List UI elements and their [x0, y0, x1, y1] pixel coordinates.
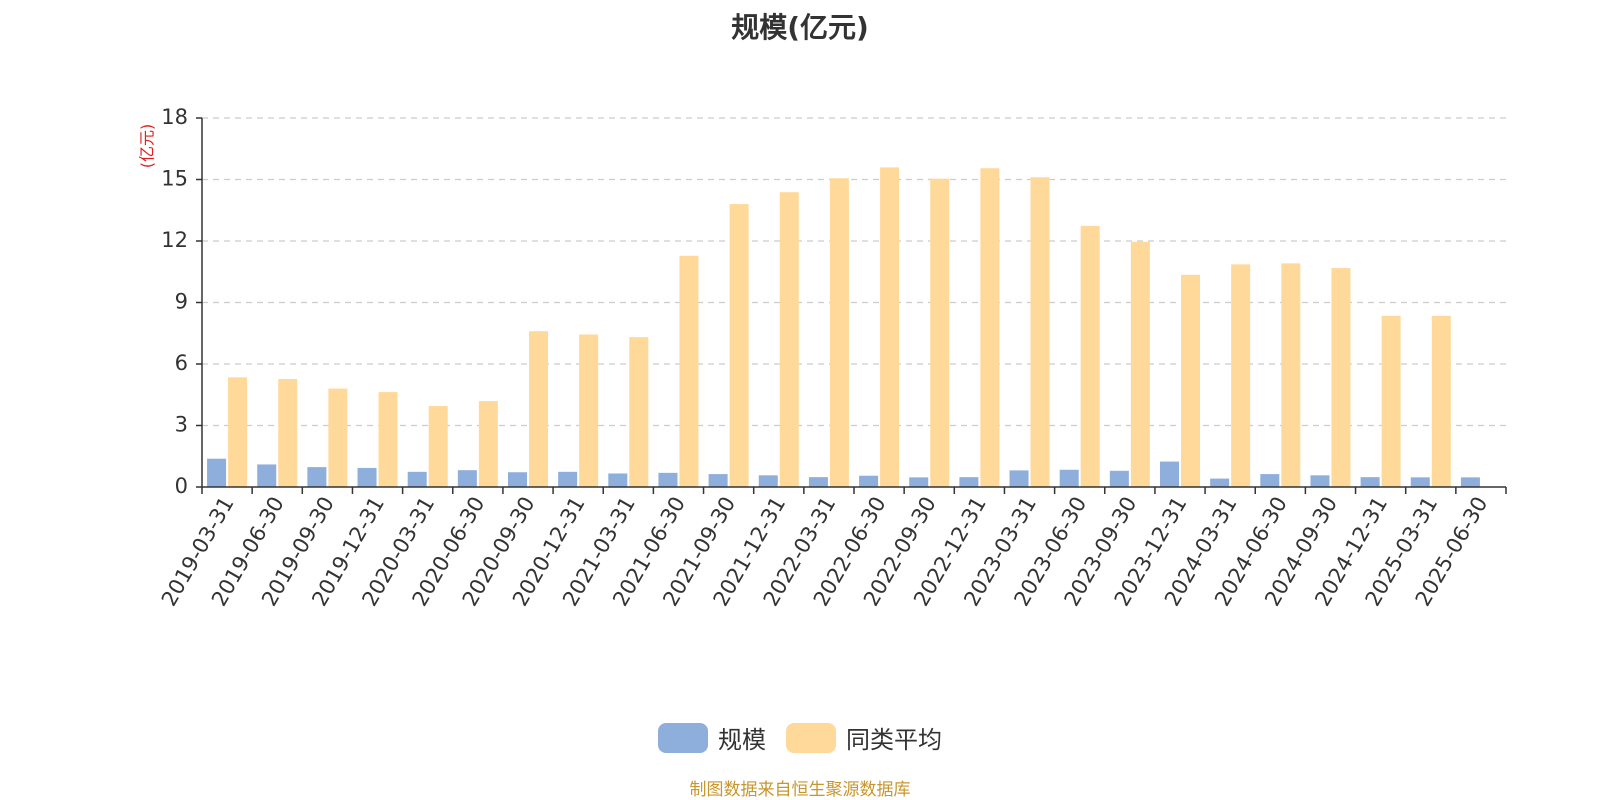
y-tick-label: 15: [161, 167, 188, 191]
bar-scale[interactable]: [1210, 478, 1230, 487]
bar-scale[interactable]: [257, 464, 277, 487]
bar-scale[interactable]: [1360, 477, 1380, 487]
y-tick-label: 9: [175, 290, 188, 314]
bar-scale[interactable]: [859, 475, 879, 487]
bar-peer-average[interactable]: [1130, 241, 1150, 487]
bar-peer-average[interactable]: [1231, 264, 1251, 487]
y-tick-label: 3: [175, 413, 188, 437]
bar-scale[interactable]: [1310, 475, 1330, 487]
bar-peer-average[interactable]: [579, 334, 599, 487]
bar-scale[interactable]: [808, 477, 828, 487]
bar-scale[interactable]: [1460, 477, 1480, 487]
y-axis-unit-label: (亿元): [138, 124, 157, 169]
chart-plot: (亿元) 0 3 6 9 12 15 18 2019-03-312019-06-302019…: [138, 105, 1507, 611]
y-tick-label: 18: [161, 105, 188, 129]
bar-peer-average[interactable]: [980, 168, 1000, 487]
bar-peer-average[interactable]: [880, 167, 900, 487]
bar-group: [207, 167, 1480, 487]
y-tick-labels: 0 3 6 9 12 15 18: [161, 105, 188, 498]
bar-scale[interactable]: [708, 474, 728, 487]
bar-peer-average[interactable]: [679, 255, 699, 487]
y-tick-label: 6: [175, 351, 188, 375]
legend-swatch-peer-average: [786, 722, 836, 753]
bar-scale[interactable]: [457, 470, 477, 487]
legend: 规模 同类平均: [0, 720, 1600, 755]
bar-peer-average[interactable]: [629, 337, 649, 487]
bar-peer-average[interactable]: [1030, 177, 1050, 487]
bar-peer-average[interactable]: [1381, 315, 1401, 487]
grid-lines: [202, 117, 1506, 427]
bar-scale[interactable]: [658, 472, 678, 487]
bar-peer-average[interactable]: [1181, 274, 1200, 487]
bar-peer-average[interactable]: [1080, 225, 1100, 487]
bar-peer-average[interactable]: [228, 377, 248, 487]
bar-scale[interactable]: [508, 472, 527, 487]
legend-item-scale[interactable]: 规模: [658, 720, 766, 755]
legend-swatch-scale: [658, 722, 708, 753]
bar-peer-average[interactable]: [428, 406, 448, 487]
bar-scale[interactable]: [758, 475, 778, 487]
bar-scale[interactable]: [1160, 461, 1179, 487]
chart-title: 规模(亿元): [731, 11, 869, 44]
bar-scale[interactable]: [558, 471, 578, 487]
x-tick-labels: 2019-03-312019-06-302019-09-302019-12-31…: [157, 493, 1493, 611]
bar-scale[interactable]: [207, 458, 227, 487]
y-tick-label: 0: [175, 474, 188, 498]
axes: [196, 117, 1507, 494]
bar-peer-average[interactable]: [278, 378, 298, 487]
bar-scale[interactable]: [608, 473, 628, 487]
bar-scale[interactable]: [1109, 470, 1129, 487]
bar-peer-average[interactable]: [1431, 315, 1451, 487]
source-note: 制图数据来自恒生聚源数据库: [689, 780, 911, 800]
legend-item-peer-average[interactable]: 同类平均: [786, 720, 942, 755]
bar-peer-average[interactable]: [829, 178, 849, 487]
y-tick-label: 12: [161, 228, 188, 252]
bar-peer-average[interactable]: [529, 331, 548, 487]
bar-scale[interactable]: [1260, 474, 1280, 487]
bar-peer-average[interactable]: [378, 392, 398, 487]
bar-peer-average[interactable]: [478, 401, 498, 487]
bar-peer-average[interactable]: [779, 192, 799, 487]
bar-scale[interactable]: [909, 477, 929, 487]
bar-scale[interactable]: [407, 471, 427, 487]
bar-scale[interactable]: [307, 467, 327, 487]
bar-scale[interactable]: [357, 467, 377, 487]
bar-scale[interactable]: [1059, 469, 1079, 487]
bar-peer-average[interactable]: [1281, 263, 1301, 487]
legend-label-peer-average: 同类平均: [846, 726, 942, 754]
bar-peer-average[interactable]: [729, 204, 749, 487]
legend-label-scale: 规模: [718, 726, 766, 754]
bar-scale[interactable]: [1009, 470, 1029, 487]
bar-peer-average[interactable]: [328, 388, 348, 487]
bar-peer-average[interactable]: [1331, 268, 1351, 487]
bar-scale[interactable]: [1410, 477, 1430, 487]
bar-peer-average[interactable]: [930, 178, 950, 487]
bar-scale[interactable]: [959, 477, 979, 487]
